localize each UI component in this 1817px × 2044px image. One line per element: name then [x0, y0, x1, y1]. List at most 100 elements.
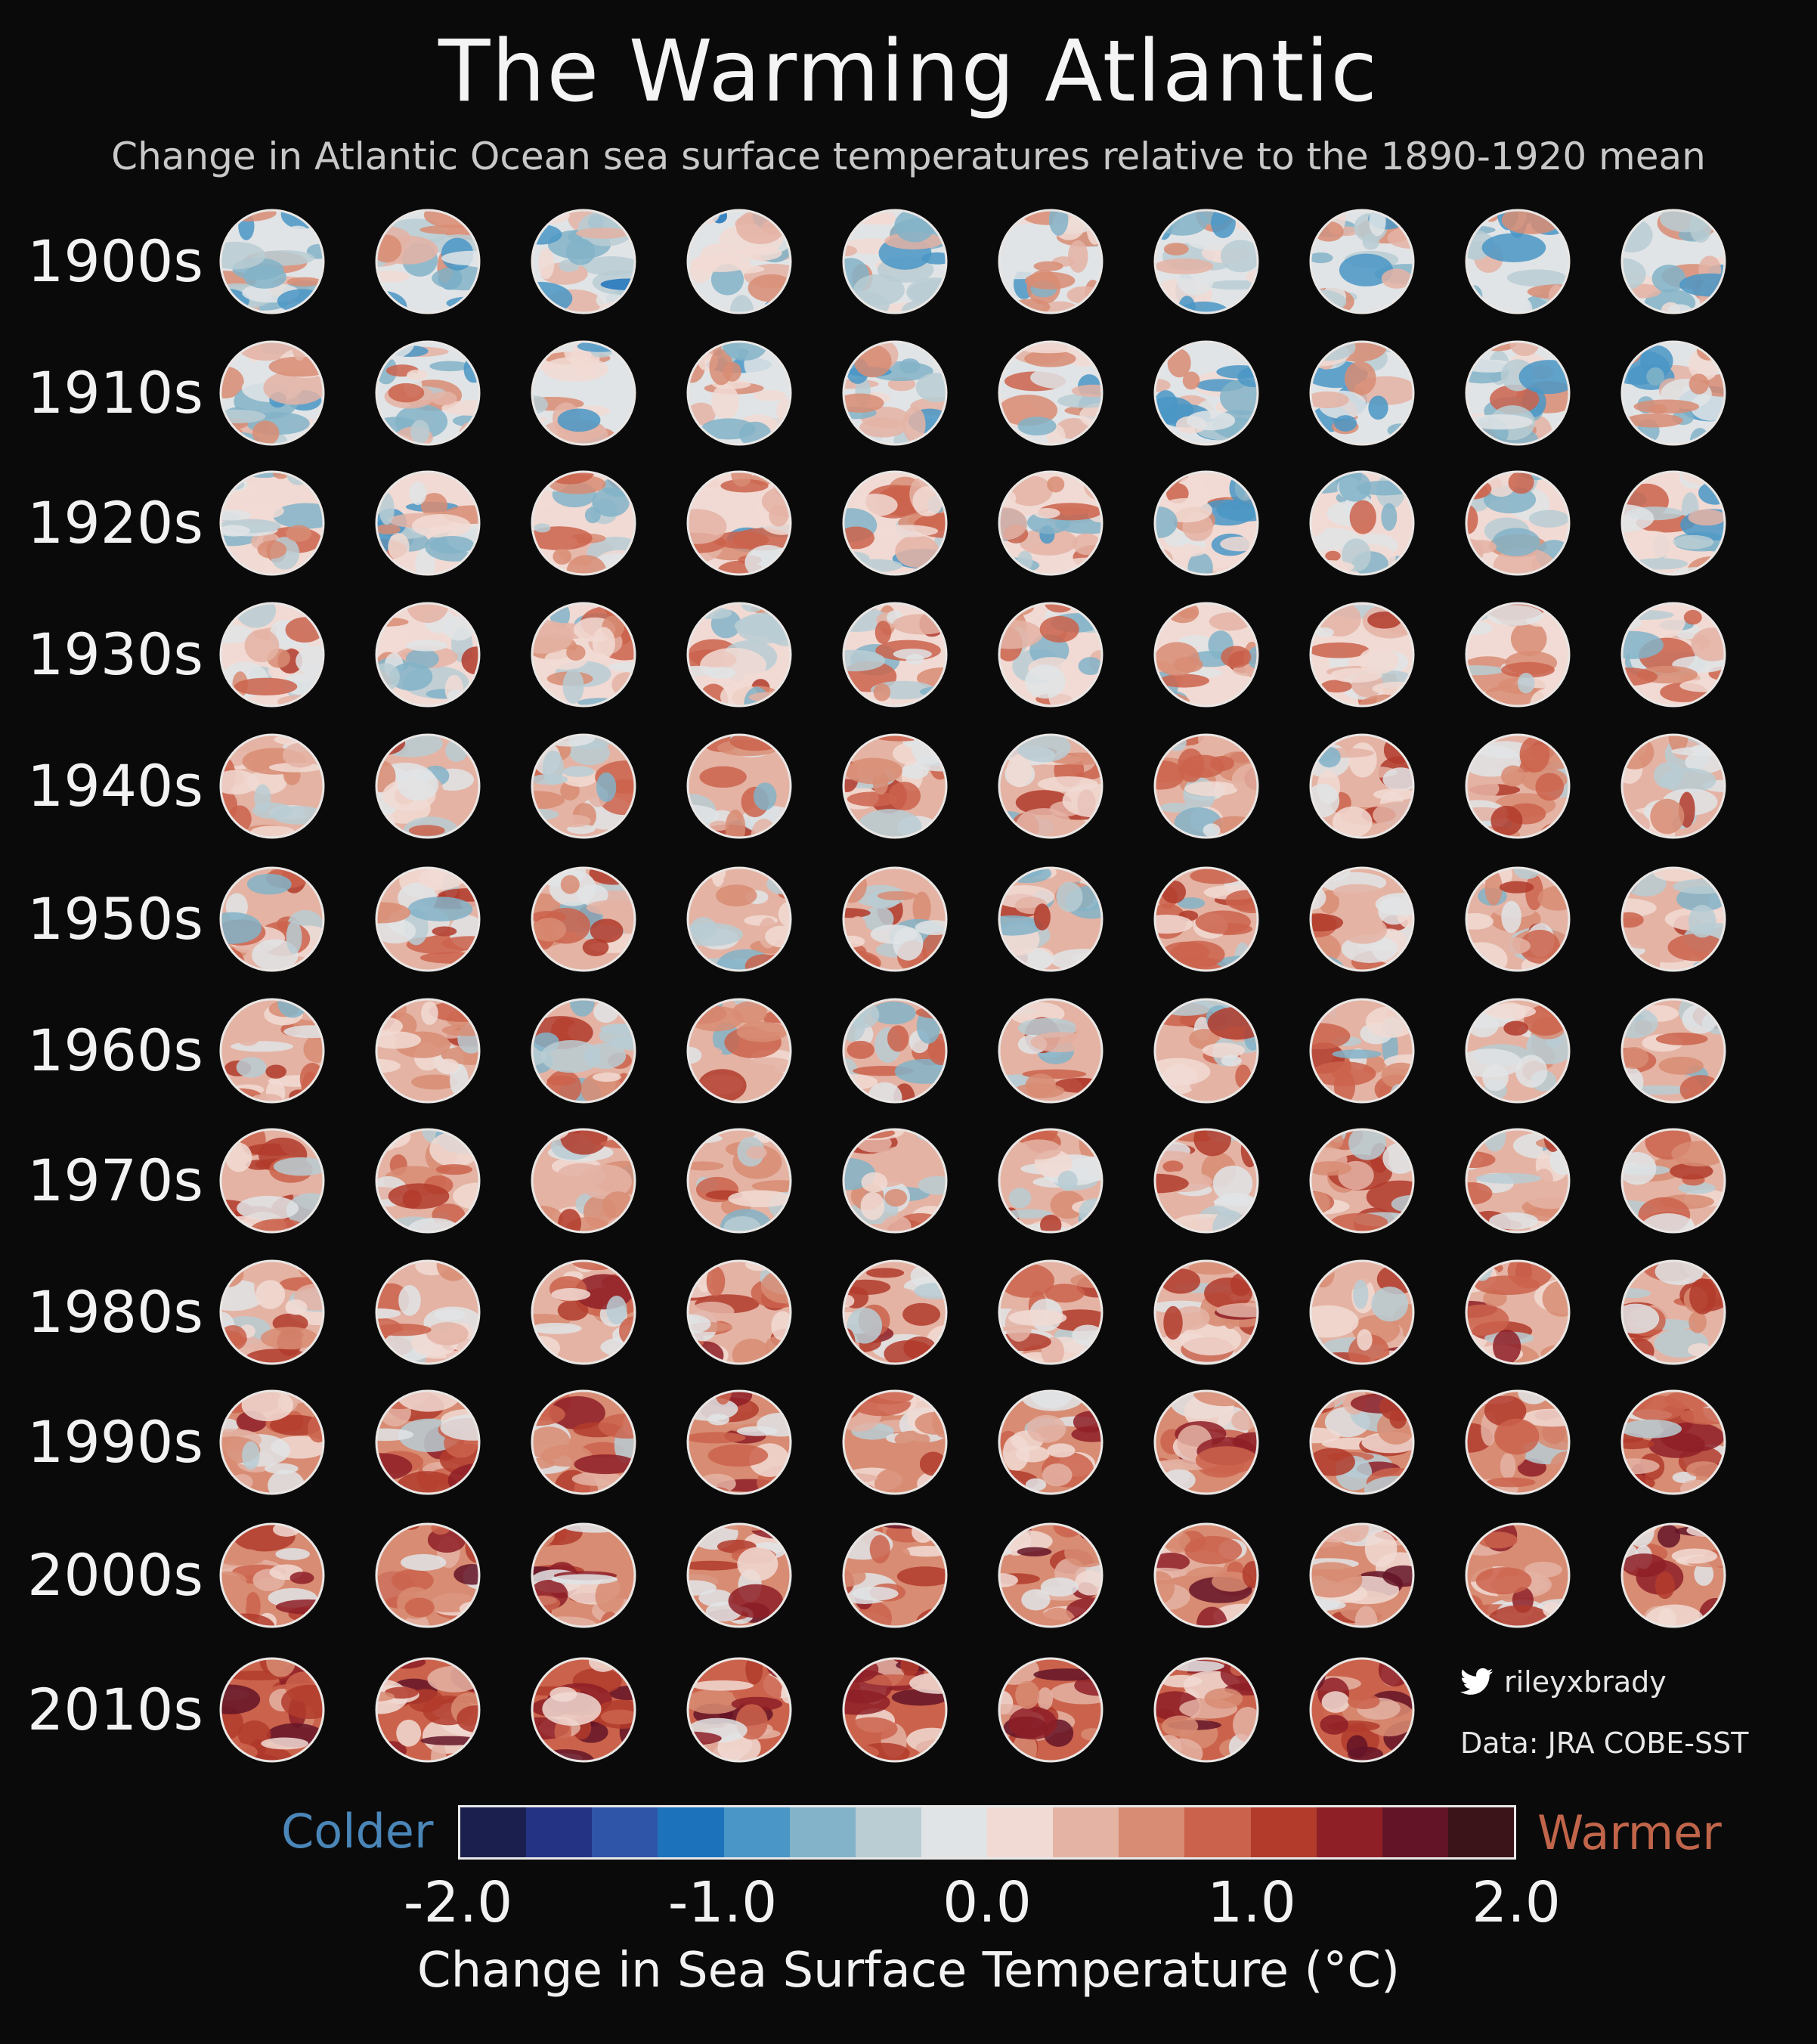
anomaly-patch — [415, 547, 435, 574]
anomaly-patch — [566, 644, 586, 661]
twitter-handle: rileyxbrady — [1504, 1665, 1667, 1699]
globe-1900s-year-9 — [1465, 209, 1571, 314]
decade-label: 1910s — [27, 359, 204, 426]
anomaly-patch — [1682, 1004, 1718, 1034]
anomaly-patch — [1161, 880, 1187, 904]
anomaly-patch — [221, 1571, 247, 1590]
anomaly-patch — [277, 289, 323, 313]
anomaly-patch — [376, 1129, 411, 1149]
anomaly-patch — [1314, 627, 1335, 637]
anomaly-patch — [283, 1025, 323, 1039]
anomaly-patch — [843, 1483, 876, 1494]
anomaly-patch — [435, 1164, 472, 1175]
anomaly-patch — [1401, 1658, 1413, 1671]
anomaly-patch — [534, 523, 551, 533]
anomaly-patch — [1204, 1277, 1252, 1309]
anomaly-patch — [1216, 1302, 1258, 1318]
anomaly-patch — [221, 366, 244, 399]
anomaly-patch — [388, 382, 425, 403]
anomaly-patch — [1467, 778, 1500, 799]
anomaly-patch — [776, 398, 791, 423]
anomaly-patch — [376, 342, 415, 360]
anomaly-patch — [1015, 1680, 1040, 1709]
globe-rim — [219, 1128, 325, 1234]
anomaly-patch — [1039, 615, 1079, 643]
anomaly-patch — [419, 952, 479, 964]
anomaly-patch — [1196, 1606, 1227, 1627]
anomaly-patch — [1311, 506, 1328, 537]
anomaly-patch — [1526, 1028, 1569, 1064]
anomaly-patch — [1311, 1658, 1326, 1692]
anomaly-patch — [688, 1580, 717, 1596]
anomaly-patch — [221, 1279, 266, 1312]
globe-2000s-year-4 — [686, 1522, 792, 1628]
globe-1950s-year-5 — [842, 866, 948, 972]
anomaly-patch — [693, 607, 732, 620]
anomaly-patch — [277, 695, 317, 706]
globe-2000s-year-3 — [531, 1522, 636, 1628]
anomaly-patch — [1381, 268, 1413, 289]
globe-rim — [1153, 602, 1259, 708]
anomaly-patch — [1311, 1261, 1336, 1278]
globe-rim — [998, 209, 1104, 314]
anomaly-patch — [893, 927, 924, 961]
anomaly-patch — [1530, 1524, 1569, 1531]
anomaly-patch — [407, 369, 428, 381]
anomaly-patch — [1048, 210, 1069, 236]
anomaly-patch — [700, 647, 767, 683]
anomaly-patch — [1180, 1324, 1242, 1356]
anomaly-patch — [1537, 886, 1569, 911]
anomaly-patch — [590, 918, 624, 943]
anomaly-patch — [1339, 253, 1394, 286]
globe-1900s-year-3 — [531, 209, 636, 314]
anomaly-patch — [770, 1088, 791, 1102]
anomaly-patch — [419, 225, 479, 235]
anomaly-patch — [1189, 1028, 1220, 1049]
anomaly-patch — [688, 1432, 746, 1444]
globe-1980s-year-8 — [1309, 1259, 1415, 1365]
anomaly-patch — [237, 1195, 299, 1221]
anomaly-patch — [1494, 1418, 1540, 1455]
globe-1990s-year-5 — [842, 1389, 948, 1495]
anomaly-patch — [432, 926, 457, 937]
anomaly-patch — [1689, 1311, 1707, 1333]
anomaly-patch — [379, 999, 407, 1020]
anomaly-patch — [1487, 1605, 1554, 1627]
anomaly-patch — [731, 472, 752, 487]
anomaly-patch — [1654, 1571, 1675, 1600]
anomaly-patch — [1388, 1084, 1408, 1102]
anomaly-patch — [843, 1743, 880, 1761]
anomaly-patch — [1067, 240, 1088, 273]
globe-1950s-year-7 — [1153, 866, 1259, 972]
anomaly-patch — [592, 488, 630, 517]
globe-1990s-year-6 — [998, 1389, 1104, 1495]
anomaly-patch — [1025, 664, 1066, 699]
globe-1970s-year-6 — [998, 1128, 1104, 1234]
globe-1960s-year-9 — [1465, 998, 1571, 1104]
anomaly-patch — [263, 370, 323, 405]
globe-1920s-year-1 — [219, 470, 325, 576]
anomaly-patch — [1475, 1172, 1542, 1184]
data-source: Data: JRA COBE-SST — [1460, 1727, 1749, 1760]
anomaly-patch — [1242, 1561, 1258, 1589]
anomaly-patch — [1083, 472, 1102, 501]
globe-1940s-year-8 — [1309, 733, 1415, 839]
anomaly-patch — [1622, 218, 1653, 252]
globe-rim — [1309, 1259, 1415, 1365]
anomaly-patch — [1311, 289, 1347, 313]
anomaly-patch — [532, 1336, 561, 1361]
anomaly-patch — [1025, 1073, 1057, 1098]
anomaly-patch — [1622, 809, 1651, 838]
anomaly-patch — [1230, 210, 1258, 233]
anomaly-patch — [557, 1299, 589, 1321]
globe-rim — [998, 1259, 1104, 1365]
globe-1960s-year-10 — [1620, 998, 1726, 1104]
anomaly-patch — [1170, 940, 1225, 968]
globe-1910s-year-1 — [219, 340, 325, 446]
anomaly-patch — [1075, 1007, 1091, 1042]
globe-1920s-year-4 — [686, 470, 792, 576]
anomaly-patch — [260, 1327, 318, 1350]
globe-1950s-year-3 — [531, 866, 636, 972]
anomaly-patch — [711, 383, 739, 420]
anomaly-patch — [1320, 1714, 1349, 1735]
